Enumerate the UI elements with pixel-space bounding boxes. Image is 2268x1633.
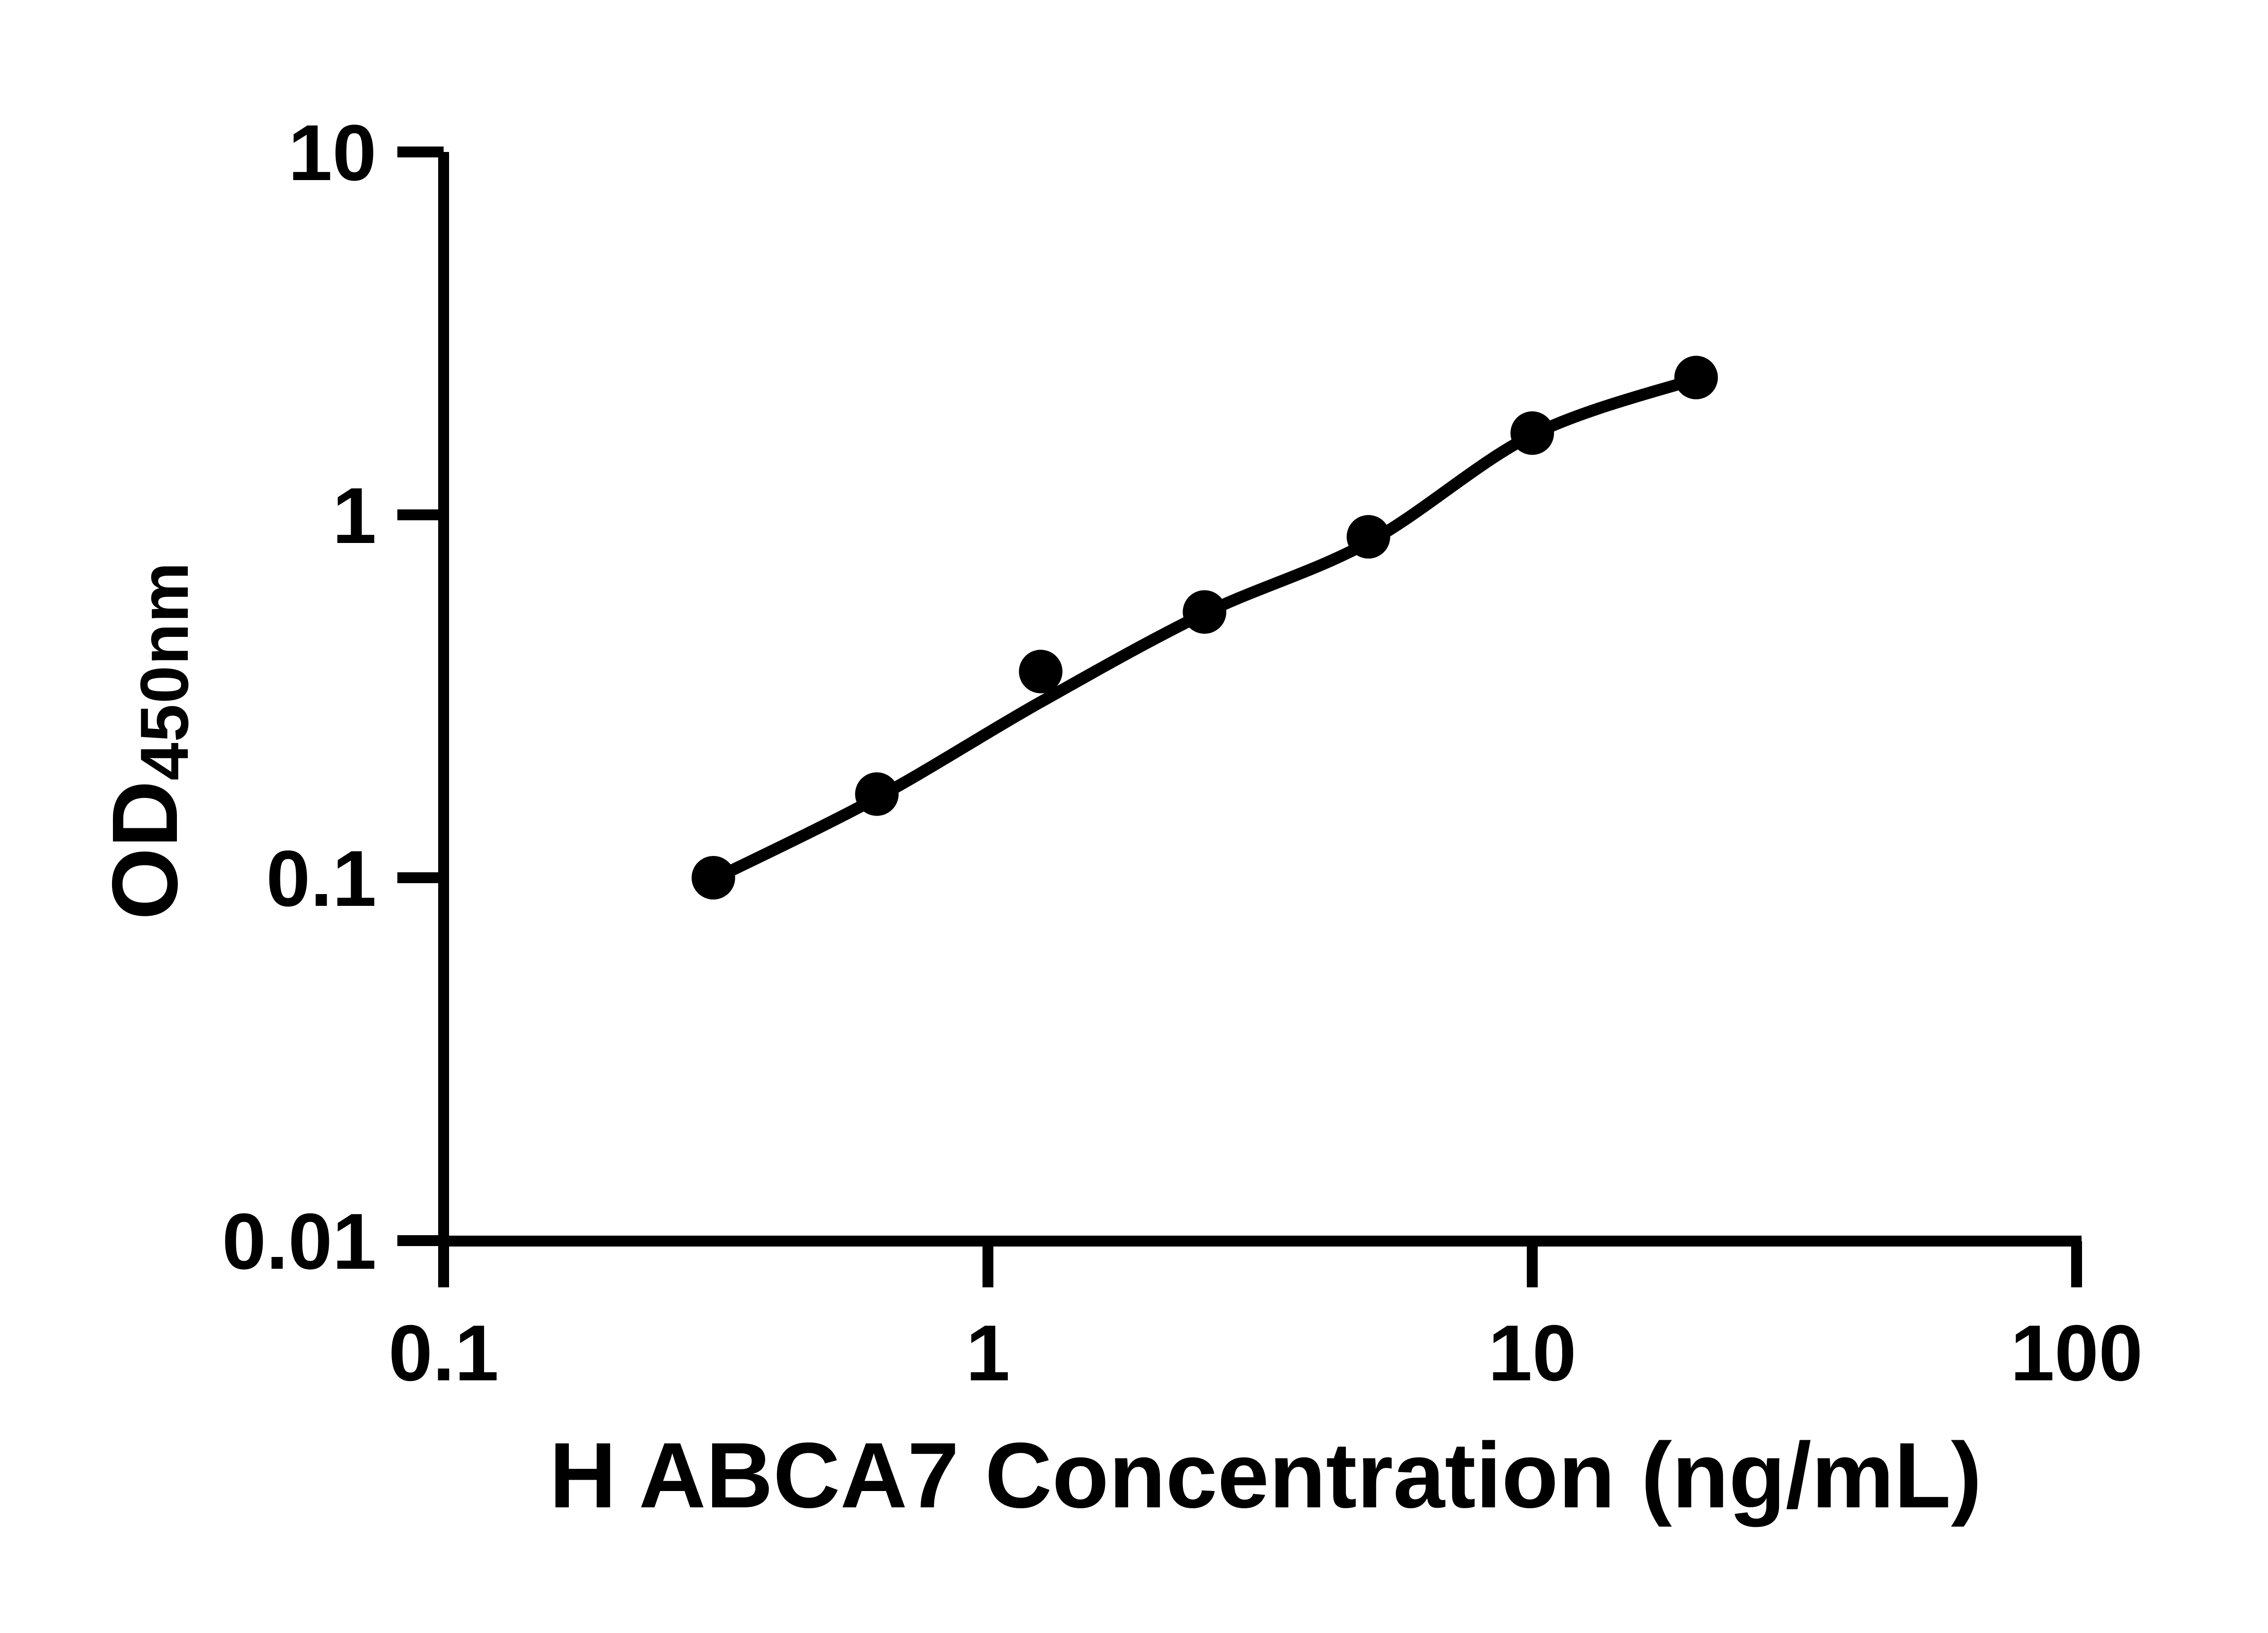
data-points <box>691 356 1718 900</box>
y-tick-label: 1 <box>332 472 376 560</box>
y-tick-label: 0.01 <box>222 1198 376 1286</box>
data-point <box>1183 590 1227 634</box>
data-point <box>855 772 899 816</box>
x-axis-title: H ABCA7 Concentration (ng/mL) <box>549 1423 1982 1527</box>
y-axis-ticks: 10 1 0.1 0.01 <box>222 109 444 1286</box>
axis-spines <box>438 152 2082 1247</box>
x-tick-label: 1 <box>966 1309 1010 1398</box>
data-point <box>691 856 735 900</box>
data-point <box>1674 356 1718 400</box>
x-tick-label: 100 <box>2010 1309 2143 1398</box>
y-tick-label: 0.1 <box>266 835 376 923</box>
data-point <box>1346 515 1390 559</box>
y-tick-label: 10 <box>288 109 376 197</box>
x-axis-ticks: 0.1 1 10 100 <box>388 1241 2143 1398</box>
y-axis-title-subscript: 450nm <box>126 561 202 781</box>
x-tick-label: 0.1 <box>388 1309 499 1398</box>
data-point <box>1510 411 1554 455</box>
y-axis-title: OD450nm <box>93 423 202 1058</box>
data-point <box>1019 650 1063 694</box>
y-axis-title-main: OD <box>93 780 197 920</box>
x-tick-label: 10 <box>1488 1309 1577 1398</box>
